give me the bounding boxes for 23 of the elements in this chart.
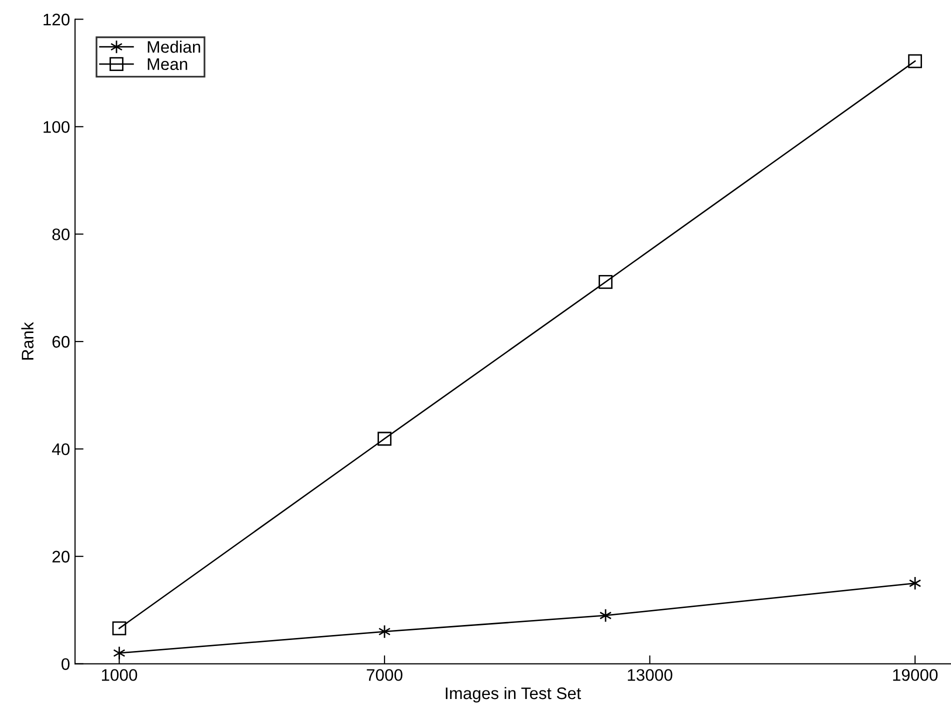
- point: [599, 608, 612, 622]
- y-tick-label: 0: [62, 658, 70, 670]
- point: [908, 54, 922, 68]
- y-tick-label: 60: [52, 336, 70, 348]
- legend-label: Median: [148, 40, 200, 53]
- point: [113, 646, 126, 660]
- x-tick-label: 13000: [628, 669, 672, 681]
- point: [112, 621, 126, 636]
- x-axis-title: Images in Test Set: [446, 686, 582, 703]
- y-tick-label: 120: [44, 14, 70, 26]
- x-tick-label: 7000: [366, 669, 402, 681]
- point: [378, 432, 392, 446]
- point: [378, 624, 391, 639]
- y-tick-label: 100: [44, 121, 70, 133]
- legend-label: Mean: [148, 58, 188, 70]
- y-tick-label: 40: [52, 443, 70, 456]
- point: [908, 576, 922, 590]
- y-tick-label: 20: [52, 550, 70, 563]
- y-axis-title: Rank: [21, 322, 34, 360]
- x-tick-label: 1000: [102, 669, 138, 681]
- x-tick-label: 19000: [893, 669, 938, 681]
- point: [598, 274, 613, 289]
- y-tick-label: 80: [52, 228, 70, 240]
